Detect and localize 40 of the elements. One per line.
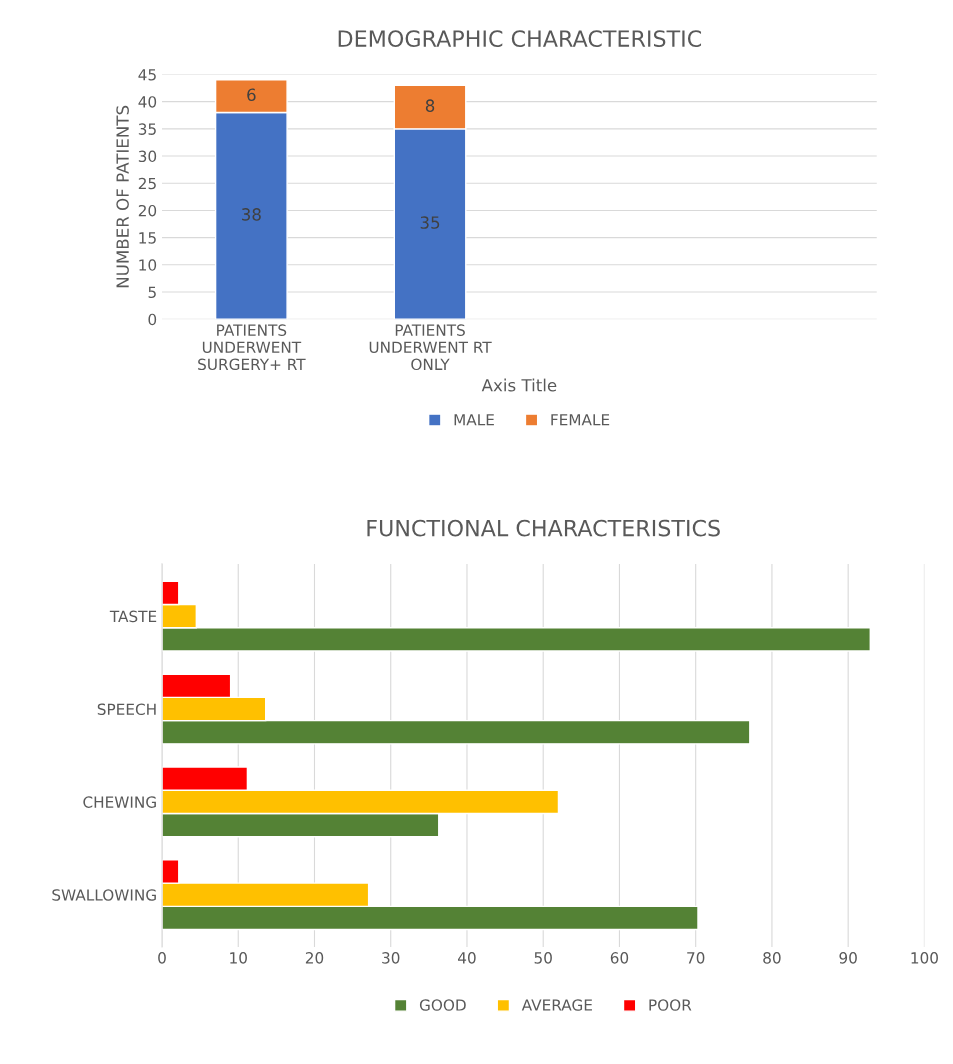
- x-tick-label: 100: [911, 952, 938, 964]
- chart-title: DEMOGRAPHIC CHARACTERISTIC: [338, 30, 702, 48]
- x-tick-label: 60: [610, 952, 629, 964]
- y-axis-title: NUMBER OF PATIENTS: [116, 105, 129, 288]
- legend-label: FEMALE: [551, 414, 610, 426]
- x-tick-label: 90: [839, 952, 857, 964]
- y-tick-label: CHEWING: [83, 796, 156, 808]
- data-label: 8: [425, 99, 435, 112]
- chart-title: FUNCTIONAL CHARACTERISTICS: [367, 519, 720, 537]
- x-tick-label: 20: [305, 952, 324, 964]
- data-label: 38: [242, 208, 261, 221]
- y-tick-label: 0: [148, 313, 157, 326]
- legend-label: GOOD: [419, 999, 466, 1011]
- y-tick-label: 15: [139, 232, 156, 244]
- y-tick-label: SPEECH: [97, 703, 156, 716]
- y-tick-label: 45: [138, 69, 156, 81]
- x-tick-label: 0: [158, 952, 166, 964]
- legend-label: AVERAGE: [521, 999, 592, 1011]
- x-tick-label: 50: [534, 952, 552, 964]
- y-tick-label: 20: [138, 204, 157, 217]
- x-tick-label: PATIENTS UNDERWENT SURGERY+ RT: [198, 324, 306, 371]
- y-tick-label: 10: [139, 259, 157, 271]
- data-label: 6: [247, 88, 256, 102]
- legend-label: MALE: [454, 414, 494, 426]
- x-tick-label: 30: [382, 952, 400, 964]
- y-tick-label: TASTE: [109, 610, 157, 623]
- y-tick-label: 35: [138, 123, 156, 135]
- y-tick-label: 25: [138, 177, 156, 190]
- x-tick-label: 80: [763, 952, 781, 964]
- x-axis-title: Axis Title: [481, 378, 557, 392]
- x-tick-label: 70: [687, 952, 705, 964]
- x-tick-label: 40: [458, 952, 476, 964]
- y-tick-label: 5: [148, 286, 156, 299]
- data-label: 35: [420, 216, 440, 229]
- x-tick-label: 10: [230, 952, 247, 964]
- x-tick-label: PATIENTS UNDERWENT RT ONLY: [369, 324, 492, 371]
- y-tick-label: 30: [138, 150, 157, 163]
- y-tick-label: SWALLOWING: [52, 889, 156, 901]
- legend-label: POOR: [649, 999, 692, 1011]
- y-tick-label: 40: [138, 96, 157, 108]
